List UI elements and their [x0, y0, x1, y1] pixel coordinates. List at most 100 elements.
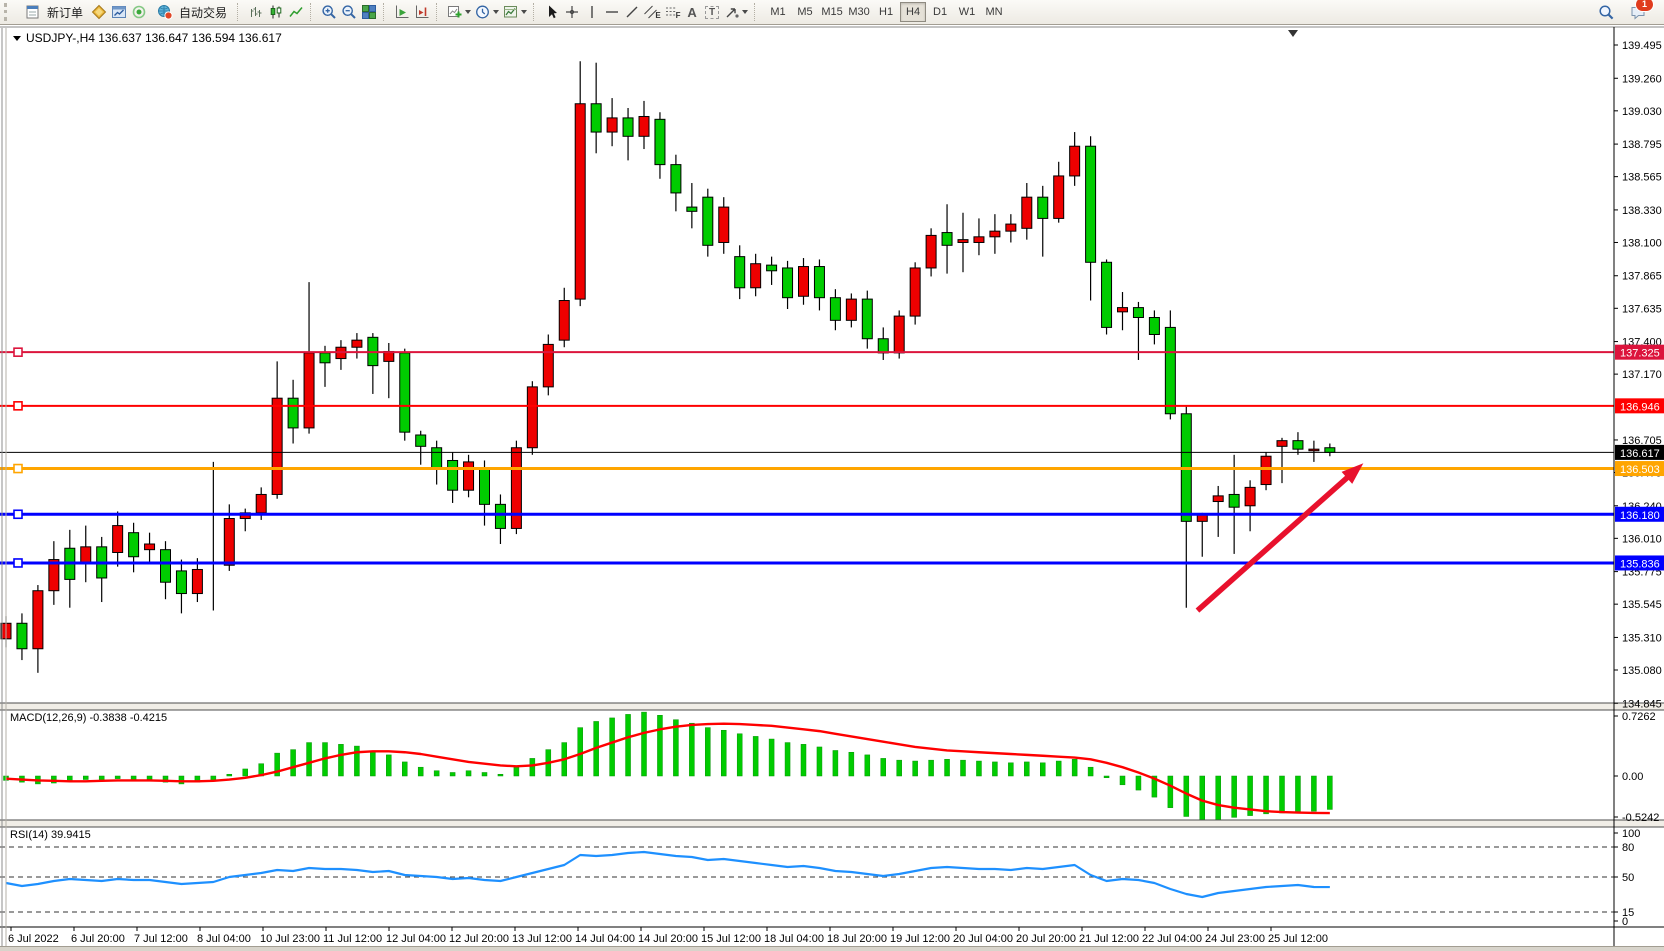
candle-body	[1069, 145, 1081, 177]
time-tick-label: 20 Jul 04:00	[953, 933, 1013, 945]
macd-histogram-bar	[1071, 759, 1078, 777]
macd-signal-line	[5, 722, 1330, 815]
candle-body	[957, 239, 969, 243]
text-icon[interactable]: A	[683, 3, 701, 21]
fibonacci-icon[interactable]: F	[663, 3, 681, 21]
rsi-pane	[0, 846, 1614, 913]
trendline-icon[interactable]	[623, 3, 641, 21]
macd-histogram-bar	[1311, 775, 1317, 812]
trend-arrow[interactable]	[1195, 463, 1364, 613]
text-label-icon[interactable]: T	[703, 3, 721, 21]
timeframe-m30[interactable]: M30	[848, 6, 870, 18]
time-tick-label: 6 Jul 20:00	[71, 933, 125, 945]
chart-shift-marker[interactable]	[1288, 30, 1298, 37]
price-tick-label: 138.795	[1622, 139, 1662, 151]
crosshair-icon[interactable]	[563, 3, 581, 21]
time-tick-label: 19 Jul 12:00	[890, 933, 950, 945]
line-handle[interactable]	[13, 401, 23, 411]
timeframe-h1[interactable]: H1	[879, 6, 894, 18]
candle-body	[861, 298, 873, 340]
macd-histogram-bar	[912, 760, 918, 777]
zoom-in-icon[interactable]	[320, 3, 338, 21]
time-tick-label: 11 Jul 12:00	[323, 933, 382, 945]
trend-arrow-head	[1341, 463, 1364, 484]
macd-histogram-bar	[465, 770, 472, 777]
price-label-text: 137.325	[1620, 348, 1660, 360]
candle-body	[1260, 455, 1272, 486]
chart-title[interactable]: USDJPY-,H4 136.637 136.647 136.594 136.6…	[13, 31, 282, 45]
equidistant-channel-icon[interactable]: E	[643, 3, 661, 21]
rsi-tick-label: 0	[1622, 916, 1628, 928]
bar-chart-icon[interactable]	[247, 3, 265, 21]
macd-histogram-bar	[402, 761, 408, 777]
candle-body	[526, 386, 538, 449]
macd-histogram-bar	[1040, 762, 1046, 777]
auto-trading-button[interactable]: 自动交易	[149, 1, 233, 23]
candle-body	[399, 352, 411, 433]
candle-body	[973, 236, 985, 243]
macd-histogram-bar	[1279, 775, 1285, 814]
horizontal-line-icon[interactable]	[603, 3, 621, 21]
price-tick-label: 135.310	[1622, 632, 1662, 644]
line-handle[interactable]	[13, 558, 23, 568]
zoom-out-icon[interactable]	[340, 3, 358, 21]
candlestick-chart-icon[interactable]	[267, 3, 285, 21]
line-handle[interactable]	[13, 509, 23, 520]
toolbar-grip[interactable]	[4, 3, 13, 21]
new-order-button[interactable]: 新订单	[17, 1, 89, 23]
signals-icon[interactable]	[130, 3, 148, 21]
macd-histogram-bar	[114, 775, 121, 779]
candle-body	[1228, 493, 1240, 508]
periods-icon[interactable]	[474, 3, 500, 21]
market-watch-icon[interactable]	[90, 3, 108, 21]
vertical-line-icon[interactable]	[583, 3, 601, 21]
macd-histogram-bar	[433, 770, 440, 777]
candle-body	[1005, 223, 1017, 232]
macd-histogram-bar	[1135, 775, 1142, 791]
timeframe-m15[interactable]: M15	[821, 6, 843, 18]
auto-scroll-icon[interactable]	[393, 3, 411, 21]
candle-body	[1101, 261, 1113, 328]
macd-histogram-bar	[609, 717, 615, 777]
candle-body	[48, 559, 60, 592]
timeframe-h4[interactable]: H4	[900, 2, 927, 22]
cursor-icon[interactable]	[543, 3, 561, 21]
timeframe-m5[interactable]: M5	[797, 6, 813, 18]
charts-window-icon[interactable]	[110, 3, 128, 21]
symbol-dropdown-icon	[13, 35, 21, 41]
timeframe-mn[interactable]: MN	[985, 6, 1003, 18]
templates-icon[interactable]	[502, 3, 528, 21]
rsi-tick-label: 50	[1622, 872, 1634, 884]
candle-body	[1212, 495, 1224, 503]
macd-histogram-bar	[1103, 775, 1110, 779]
line-handle[interactable]	[13, 463, 23, 474]
candle-body	[479, 468, 490, 505]
notification-badge: 1	[1636, 0, 1653, 11]
candle-body	[558, 300, 570, 341]
text-tool-letter: A	[687, 4, 697, 20]
macd-histogram-bar	[1167, 775, 1174, 808]
macd-histogram-bar	[896, 759, 902, 777]
auto-trading-icon	[156, 3, 174, 21]
time-tick-label: 22 Jul 04:00	[1142, 933, 1202, 945]
horizontal-lines-layer[interactable]	[0, 347, 1614, 568]
timeframe-d1[interactable]: D1	[933, 6, 948, 18]
pane-splitter[interactable]	[0, 703, 1664, 710]
candle-body	[877, 338, 889, 354]
line-handle[interactable]	[13, 347, 23, 357]
chart-shift-icon[interactable]	[413, 3, 431, 21]
candle-body	[829, 297, 841, 321]
chevron-down-icon	[742, 10, 749, 14]
notifications-icon[interactable]: 1	[1627, 0, 1653, 21]
arrows-icon[interactable]	[723, 3, 749, 21]
macd-histogram-bar	[242, 768, 248, 777]
new-chart-icon[interactable]	[446, 3, 472, 21]
timeframe-m1[interactable]: M1	[770, 6, 786, 18]
tile-windows-icon[interactable]	[360, 3, 378, 21]
pane-splitter[interactable]	[0, 820, 1664, 827]
time-axis[interactable]: 6 Jul 2022 6 Jul 20:00 7 Jul 12:00 8 Jul 04…	[8, 927, 1328, 945]
line-chart-icon[interactable]	[287, 3, 305, 21]
search-icon[interactable]	[1597, 3, 1615, 21]
timeframe-w1[interactable]: W1	[958, 6, 976, 18]
